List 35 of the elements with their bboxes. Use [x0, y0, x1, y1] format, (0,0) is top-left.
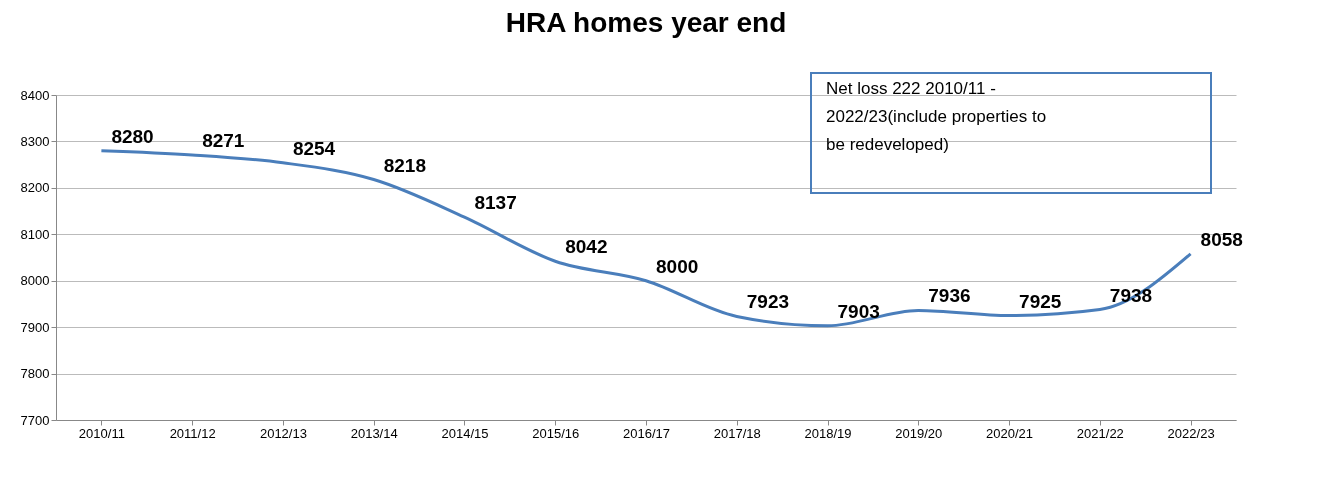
data-label: 7923 — [746, 291, 790, 313]
y-tick-label: 8400 — [20, 87, 50, 103]
x-tick-label: 2016/17 — [623, 425, 670, 441]
x-tick-label: 2022/23 — [1167, 425, 1215, 441]
x-tick-label: 2018/19 — [804, 425, 852, 441]
y-tick-label: 7900 — [20, 319, 50, 335]
data-label: 7936 — [928, 285, 971, 307]
x-tick-label: 2010/11 — [78, 425, 125, 441]
chart-title: HRA homes year end — [505, 7, 787, 38]
y-tick-label: 7700 — [20, 412, 50, 428]
data-label: 8280 — [111, 125, 154, 147]
x-tick-label: 2014/15 — [441, 425, 489, 441]
x-tick-label: 2021/22 — [1076, 425, 1124, 441]
data-label: 8271 — [202, 129, 245, 151]
data-label: 8137 — [474, 192, 517, 214]
x-tick-label: 2011/12 — [169, 425, 216, 441]
data-label: 8042 — [565, 236, 608, 258]
data-label: 8218 — [383, 154, 426, 176]
x-tick-label: 2013/14 — [350, 425, 398, 441]
annotation: Net loss 222 2010/11 - 2022/23(include properties to be redeveloped) — [826, 79, 1047, 154]
data-label: 7903 — [837, 300, 880, 322]
y-tick-label: 8000 — [20, 273, 50, 289]
y-tick-label: 8200 — [20, 180, 50, 196]
data-label: 7925 — [1019, 290, 1062, 312]
x-tick-label: 2012/13 — [259, 425, 307, 441]
y-tick-label: 8100 — [20, 226, 50, 242]
y-tick-label: 8300 — [20, 133, 50, 149]
data-label: 8000 — [656, 255, 699, 277]
data-label: 8254 — [292, 137, 336, 159]
x-tick-label: 2015/16 — [532, 425, 580, 441]
x-tick-label: 2017/18 — [713, 425, 761, 441]
y-tick-label: 7800 — [20, 366, 50, 382]
data-label: 8058 — [1200, 228, 1243, 250]
x-tick-label: 2019/20 — [895, 425, 943, 441]
x-tick-label: 2020/21 — [986, 425, 1034, 441]
